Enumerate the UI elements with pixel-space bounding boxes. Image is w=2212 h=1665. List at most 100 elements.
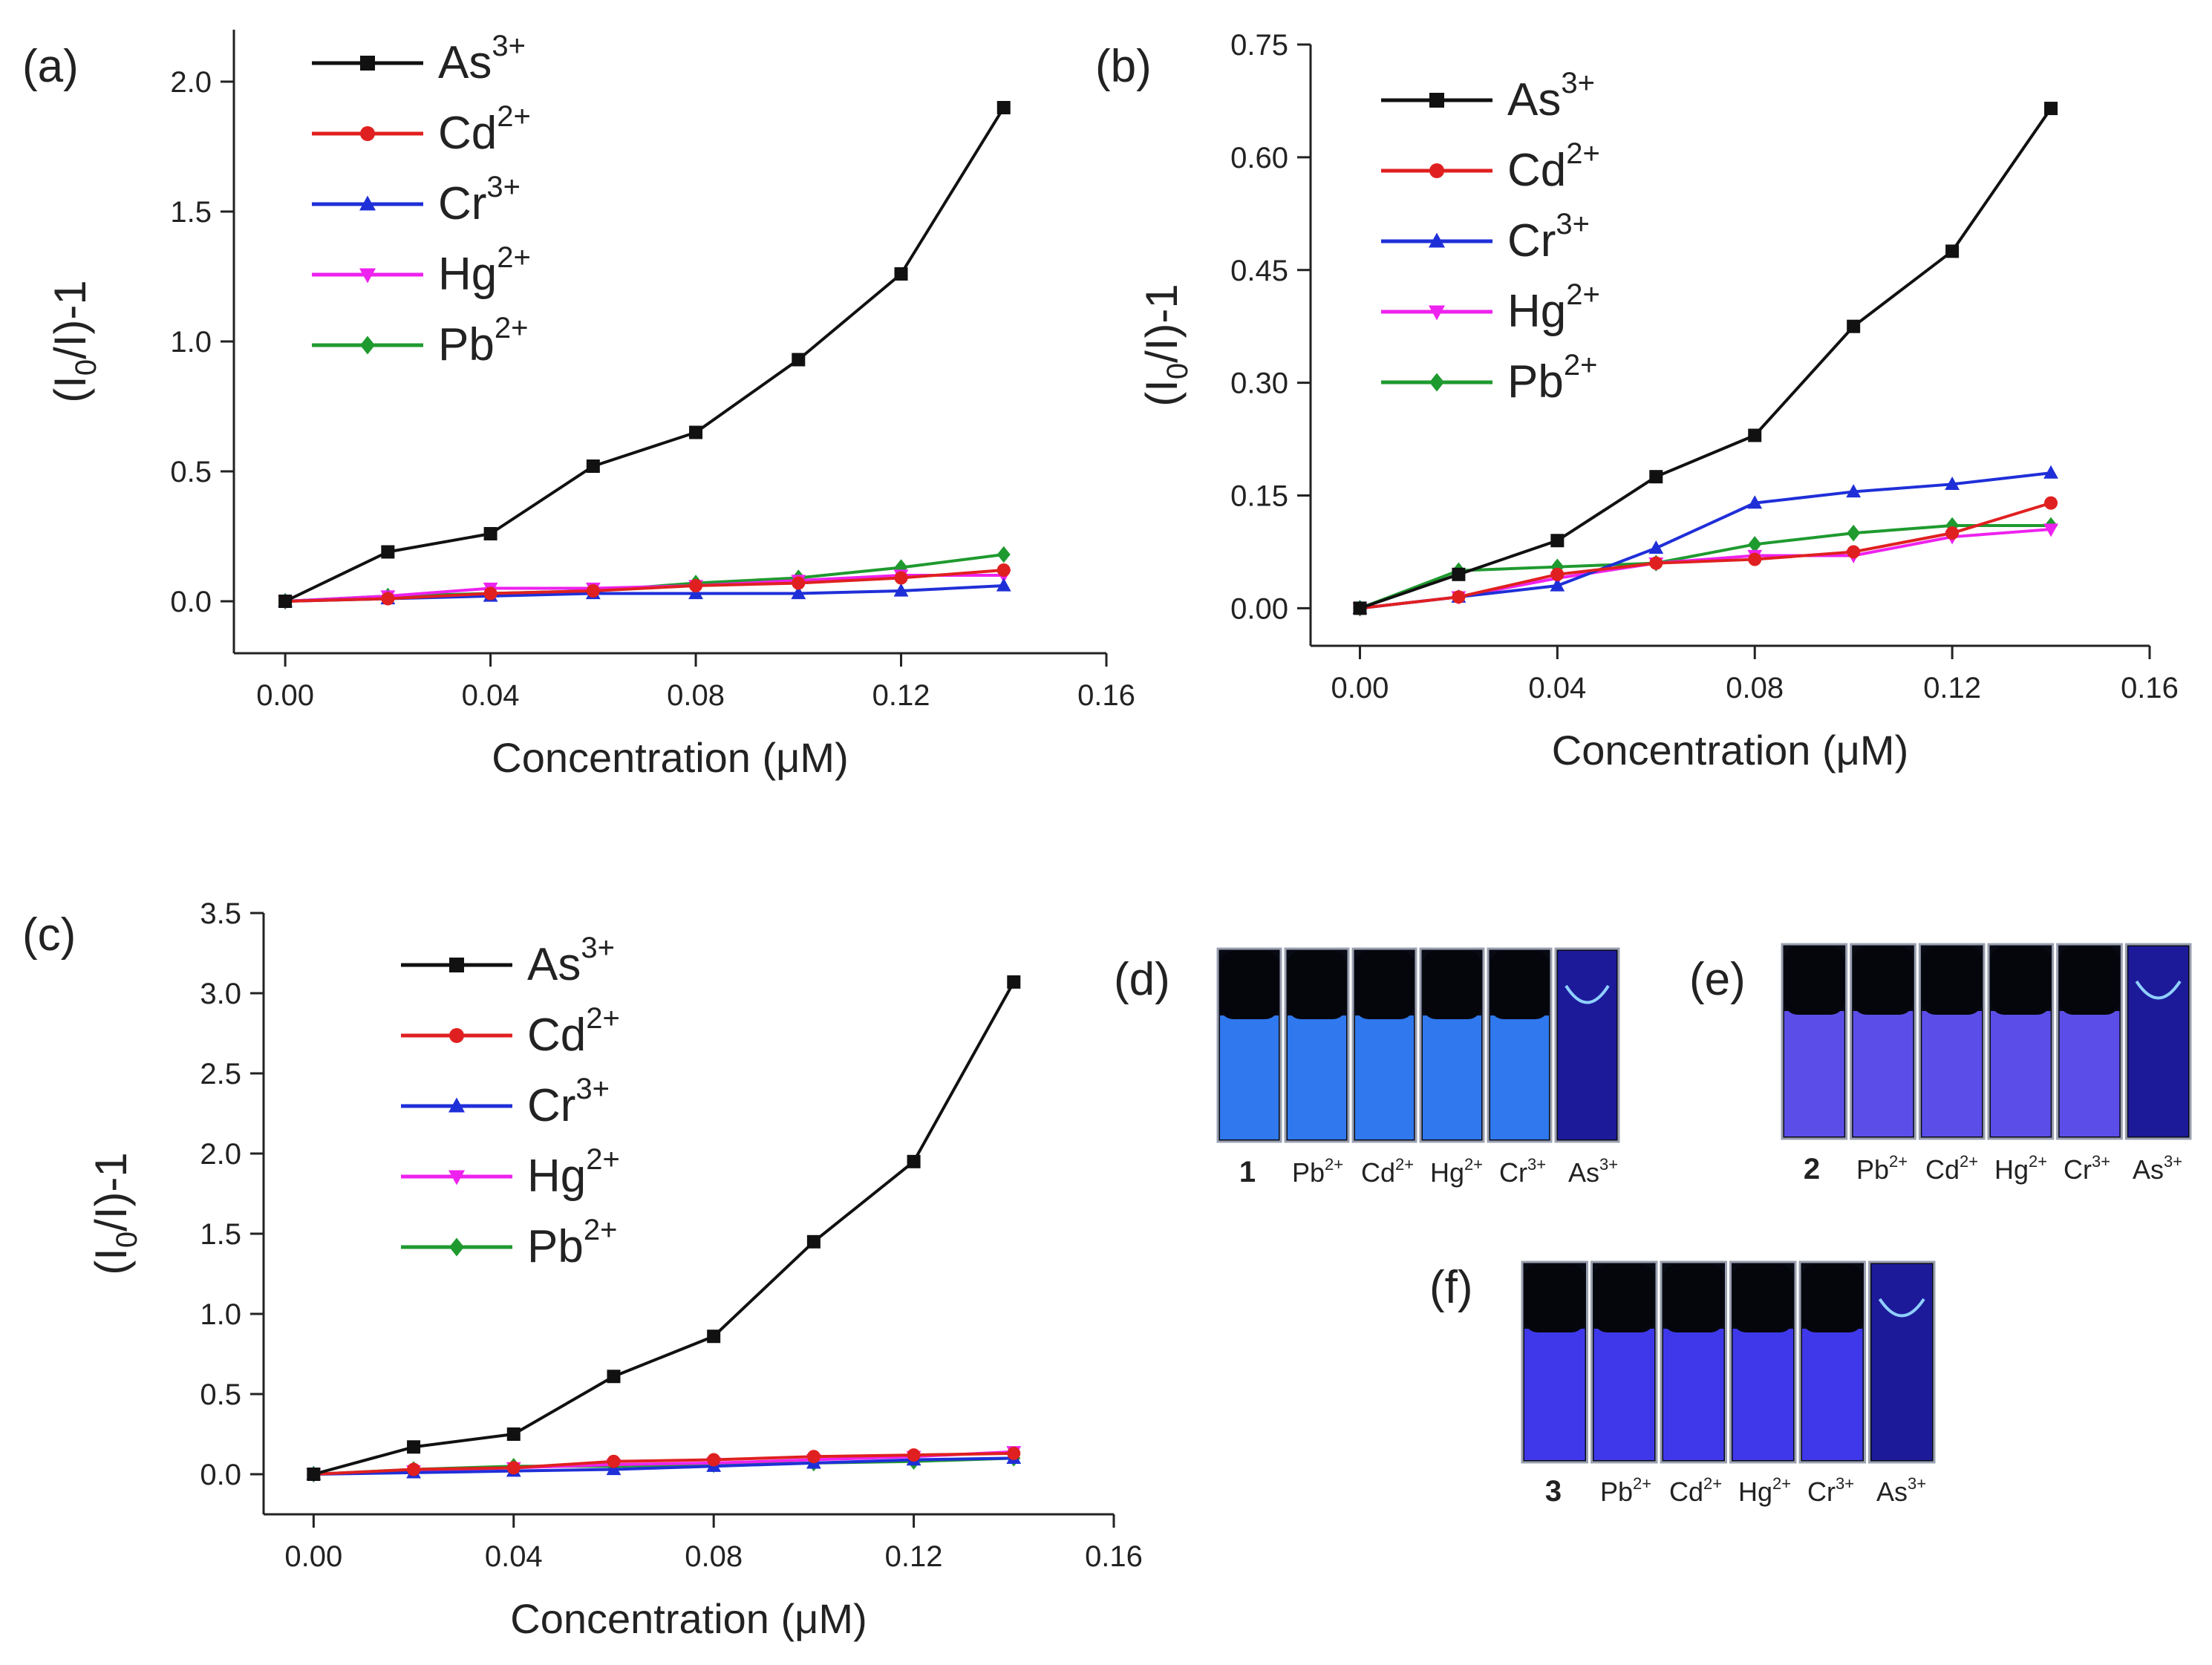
data-point (806, 1450, 820, 1464)
vial-label: Hg2+ (1994, 1152, 2047, 1185)
data-point (1847, 319, 1861, 333)
photo-panel-2: (e) 2 Pb2+ Cd2+ Hg2+ Cr3+ As3+ (1689, 943, 2192, 1185)
y-tick-label: 0.0 (170, 586, 212, 618)
vial-liquid (1423, 1015, 1481, 1139)
vial (1487, 947, 1553, 1143)
y-tick-label: 1.5 (200, 1218, 241, 1251)
legend-marker (1429, 232, 1445, 248)
vial-headspace (1593, 1264, 1654, 1332)
data-point (792, 353, 806, 367)
photo-panel-3: (f) 3 Pb2+ Cd2+ Hg2+ Cr3+ As3+ (1429, 1260, 1936, 1508)
data-point (1452, 567, 1466, 581)
vial-number: 2 (1804, 1153, 1820, 1185)
panel-label: (a) (22, 41, 79, 92)
data-point (1648, 540, 1664, 555)
chart-panel-3: 0.00 0.04 0.08 0.12 0.16 0.0 0.5 1.0 1.5 2.0 2.5 3.… (22, 897, 1143, 1642)
legend-marker (359, 268, 376, 284)
legend-entry: Pb2+ (1507, 349, 1597, 408)
vial-meniscus (2135, 980, 2182, 1000)
x-tick-label: 0.12 (1923, 672, 1981, 704)
y-tick-label: 0.45 (1230, 255, 1288, 287)
vial-liquid (1490, 1015, 1549, 1139)
x-tick-label: 0.12 (872, 679, 930, 712)
series-line (1360, 471, 2052, 610)
legend-marker (360, 56, 375, 71)
photo-panel-label: (e) (1689, 954, 1746, 1005)
data-point (1847, 524, 1861, 542)
y-tick-label: 2.5 (200, 1058, 241, 1090)
vial-headspace (1423, 951, 1481, 1019)
x-tick-label: 0.00 (256, 679, 314, 712)
data-point (278, 595, 293, 608)
vial-label: As3+ (1568, 1155, 1618, 1188)
data-point (707, 1329, 721, 1344)
x-tick-label: 0.00 (284, 1540, 342, 1573)
vial-liquid-dark (1871, 1264, 1932, 1460)
y-tick-label: 0.0 (200, 1459, 241, 1491)
data-point (996, 101, 1011, 114)
vial-label: Hg2+ (1430, 1155, 1483, 1188)
vial-headspace (1732, 1264, 1793, 1332)
data-point (907, 1448, 921, 1462)
legend-entry: As3+ (527, 932, 615, 990)
vial-number: 1 (1239, 1156, 1256, 1188)
data-point (1747, 495, 1763, 509)
panel-label: (c) (22, 909, 76, 961)
vial-liquid (1784, 1011, 1844, 1136)
x-tick-label: 0.08 (685, 1540, 743, 1573)
data-point (381, 592, 395, 606)
data-point (506, 1461, 521, 1475)
x-axis-label: Concentration (μM) (1552, 727, 1908, 773)
data-point (586, 584, 600, 598)
data-point (2043, 523, 2058, 537)
legend-entry: Cd2+ (527, 1002, 620, 1061)
data-point (996, 546, 1011, 563)
vial-label: Cr3+ (2063, 1152, 2110, 1185)
x-tick-label: 0.16 (1085, 1540, 1143, 1573)
legend: As3+ Cd2+ Cr3+ Hg2+ Pb2+ (1381, 67, 1600, 408)
legend-entry: Cr3+ (527, 1073, 610, 1131)
data-point (606, 1462, 621, 1476)
y-tick-label: 2.0 (170, 66, 212, 99)
data-point (407, 1462, 421, 1476)
data-point (1353, 601, 1367, 615)
legend-marker (1429, 373, 1444, 392)
vial (2056, 943, 2123, 1140)
data-point (483, 527, 497, 540)
data-point (1649, 556, 1663, 570)
x-tick-label: 0.08 (667, 679, 725, 712)
vial-label: Cd2+ (1361, 1155, 1414, 1188)
vial-headspace (1288, 951, 1346, 1019)
vial-headspace (1922, 946, 1982, 1015)
vial-liquid (1524, 1329, 1585, 1460)
data-point (1550, 567, 1565, 581)
data-point (1846, 484, 1862, 498)
data-point (1550, 578, 1565, 592)
vial (1987, 943, 2055, 1140)
vial-label: Cd2+ (1669, 1474, 1722, 1507)
vial (1918, 943, 1986, 1140)
series-line (285, 569, 1004, 603)
legend: As3+ Cd2+ Cr3+ Hg2+ Pb2+ (401, 932, 620, 1272)
vial-liquid-dark (2128, 946, 2188, 1136)
panel-label: (b) (1095, 41, 1152, 92)
data-point (586, 459, 600, 473)
vial (1351, 947, 1417, 1143)
y-tick-label: 2.0 (200, 1138, 241, 1171)
x-axis-label: Concentration (μM) (510, 1595, 867, 1642)
data-point (1748, 428, 1762, 442)
y-tick-label: 3.0 (200, 978, 241, 1010)
legend-marker (1429, 93, 1444, 108)
legend-marker (360, 126, 375, 141)
legend-marker (448, 1097, 465, 1113)
x-tick-label: 0.12 (885, 1540, 943, 1573)
y-tick-label: 0.75 (1230, 29, 1288, 62)
vial-liquid (2059, 1011, 2120, 1136)
x-tick-label: 0.16 (1077, 679, 1135, 712)
data-point (1945, 476, 1960, 490)
legend-entry: Cd2+ (1507, 137, 1600, 196)
vial-liquid (1732, 1329, 1793, 1460)
vial-label: Pb2+ (1292, 1155, 1343, 1188)
vial-liquid (1853, 1011, 1914, 1136)
